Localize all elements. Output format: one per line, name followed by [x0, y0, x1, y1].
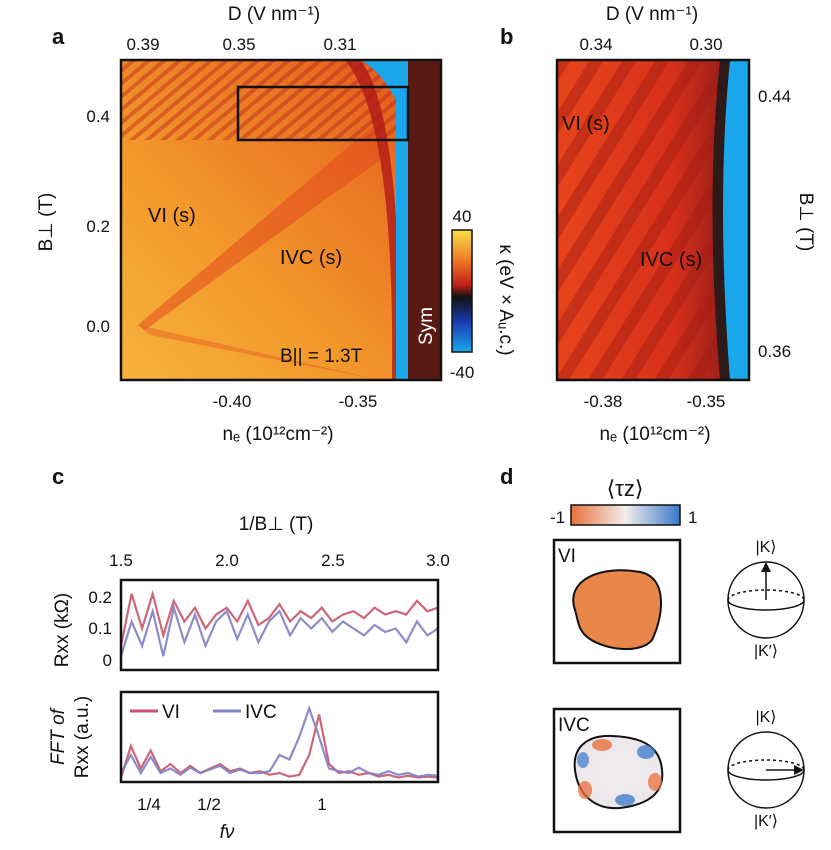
panel-label-b: b	[500, 24, 513, 49]
panel-b-bottom-tick: -0.35	[687, 392, 726, 411]
panel-b-right-ticks: 0.44 0.36	[758, 87, 791, 361]
tau-colorbar-min: -1	[550, 508, 565, 527]
legend-ivc: IVC	[245, 702, 277, 723]
panel-c-top-tick: 1.5	[109, 551, 133, 570]
panel-label-a: a	[52, 24, 65, 49]
ivc-ket-k: |K⟩	[755, 709, 776, 726]
panel-b-heatmap	[557, 60, 749, 380]
ivc-fermi-box	[552, 707, 682, 834]
panel-a-ivc-label: IVC (s)	[280, 247, 342, 269]
c-lower-series-vi	[119, 714, 439, 779]
panel-a-left-ticks: 0.4 0.2 0.0	[86, 107, 110, 336]
panel-b-top-ticks: 0.34 0.30	[579, 35, 722, 54]
panel-c-top-tick: 3.0	[426, 551, 450, 570]
kappa-colorbar-label: κ (eV × Aᵤ.c.)	[495, 244, 516, 355]
kappa-colorbar-max: 40	[453, 207, 472, 226]
panel-a-frame	[119, 58, 443, 382]
panel-a-left-tick: 0.2	[86, 217, 110, 236]
panel-a-left-axis-label: B⊥ (T)	[36, 193, 57, 252]
panel-c-upper-ticks: 0.2 0.1 0	[88, 588, 112, 670]
panel-a-left-tick: 0.0	[86, 317, 110, 336]
panel-c-upper-plot	[119, 589, 439, 657]
panel-b-bottom-axis-label: nₑ (10¹²cm⁻²)	[599, 424, 710, 445]
panel-a-bottom-tick: -0.35	[339, 392, 378, 411]
panel-b-top-axis-label: D (V nm⁻¹)	[606, 4, 698, 25]
panel-b-right-tick: 0.36	[758, 342, 791, 361]
panel-c-lower-tick: 1/4	[137, 795, 161, 814]
c-lower-series-ivc	[120, 704, 439, 778]
tau-colorbar-max: 1	[688, 508, 697, 527]
tau-colorbar	[570, 504, 681, 526]
panel-b-ivc-label: IVC (s)	[640, 249, 702, 271]
panel-c-top-tick: 2.5	[321, 551, 345, 570]
panel-b-right-tick: 0.44	[758, 87, 791, 106]
c-upper-series-vi	[119, 589, 439, 647]
panel-c-top-tick: 2.0	[215, 551, 239, 570]
panel-b-right-axis-label: B⊥ (T)	[795, 193, 816, 252]
panel-c-legend: VI IVC	[130, 702, 277, 723]
panel-a-top-tick: 0.39	[126, 35, 159, 54]
panel-label-d: d	[500, 464, 513, 489]
panel-c-upper-frame	[119, 578, 440, 672]
panel-a-heatmap	[121, 60, 441, 380]
panel-a-bpar-label: B|| = 1.3T	[280, 346, 363, 367]
panel-c-lower-frame	[119, 690, 440, 784]
vi-box-label: VI	[558, 546, 576, 567]
panel-b-top-tick: 0.34	[579, 35, 612, 54]
vi-fermi-box	[552, 538, 682, 665]
tau-colorbar-title: ⟨τz⟩	[607, 476, 644, 501]
panel-a-bottom-ticks: -0.40 -0.35	[213, 392, 378, 411]
panel-c-lower-xlabel: fν	[220, 822, 235, 843]
panel-a-top-axis-label: D (V nm⁻¹)	[228, 4, 320, 25]
ivc-box-label: IVC	[558, 715, 590, 736]
panel-c-lower-ylabel-1: FFT of	[48, 707, 69, 765]
ivc-ket-kp: |K′⟩	[754, 813, 778, 830]
panel-b-top-tick: 0.30	[689, 35, 722, 54]
panel-label-c: c	[52, 464, 64, 489]
panel-c-top-axis-label: 1/B⊥ (T)	[239, 514, 314, 535]
panel-c-lower-ticks: 1/4 1/2 1	[137, 795, 327, 814]
legend-vi: VI	[162, 702, 180, 723]
kappa-colorbar-min: -40	[450, 363, 475, 382]
panel-a-vi-label: VI (s)	[148, 205, 196, 227]
vi-ket-kp: |K′⟩	[754, 643, 778, 660]
panel-a-top-tick: 0.35	[222, 35, 255, 54]
vi-ket-k: |K⟩	[755, 539, 776, 556]
panel-c-upper-tick: 0.1	[88, 619, 112, 638]
panel-c-lower-tick: 1	[317, 795, 326, 814]
panel-a-top-ticks: 0.39 0.35 0.31	[126, 35, 356, 54]
panel-b-vi-label: VI (s)	[562, 113, 610, 135]
kappa-colorbar	[451, 229, 473, 353]
panel-b-bottom-ticks: -0.38 -0.35	[584, 392, 726, 411]
panel-b-bottom-tick: -0.38	[584, 392, 623, 411]
vi-bloch-sphere-icon	[727, 561, 805, 639]
panel-c-upper-ylabel: Rxx (kΩ)	[52, 593, 73, 667]
panel-a-left-tick: 0.4	[86, 107, 110, 126]
panel-c-upper-tick: 0	[103, 651, 112, 670]
panel-b-frame	[555, 58, 751, 382]
panel-c-lower-tick: 1/2	[197, 795, 221, 814]
panel-a-bottom-tick: -0.40	[213, 392, 252, 411]
panel-c-top-ticks: 1.5 2.0 2.5 3.0	[109, 551, 450, 570]
c-upper-series-ivc	[119, 603, 439, 657]
panel-c-lower-ylabel-2: Rxx (a.u.)	[72, 696, 93, 778]
panel-a-sym-label: Sym	[416, 307, 437, 345]
panel-a-top-tick: 0.31	[323, 35, 356, 54]
panel-c-lower-plot	[119, 704, 439, 779]
ivc-bloch-sphere-icon	[727, 731, 805, 809]
panel-c-upper-tick: 0.2	[88, 588, 112, 607]
panel-a-bottom-axis-label: nₑ (10¹²cm⁻²)	[222, 424, 333, 445]
